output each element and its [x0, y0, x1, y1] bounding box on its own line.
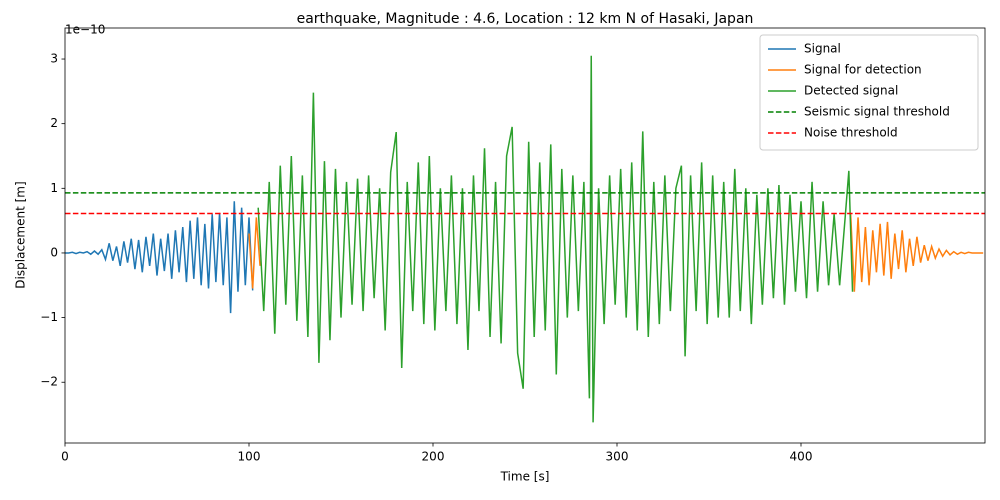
- y-tick-label: −2: [40, 375, 58, 389]
- legend-label: Noise threshold: [804, 126, 898, 140]
- legend-label: Seismic signal threshold: [804, 105, 950, 119]
- legend-label: Signal: [804, 42, 841, 56]
- series-line: [248, 214, 984, 292]
- x-tick-label: 100: [238, 450, 261, 464]
- legend-label: Detected signal: [804, 84, 898, 98]
- y-offset-label: 1e−10: [65, 23, 105, 37]
- x-tick-label: 400: [790, 450, 813, 464]
- plot-frame: [64, 27, 986, 444]
- y-axis-label: Displacement [m]: [14, 181, 28, 288]
- chart-title: earthquake, Magnitude : 4.6, Location : …: [297, 11, 754, 27]
- x-tick-label: 200: [422, 450, 445, 464]
- x-tick-label: 0: [61, 450, 69, 464]
- legend-box: [759, 34, 979, 151]
- series-line: [257, 55, 854, 423]
- y-tick-label: 0: [50, 245, 58, 259]
- y-tick-label: 2: [50, 116, 58, 130]
- y-tick-label: 1: [50, 181, 58, 195]
- legend-label: Signal for detection: [804, 63, 922, 77]
- y-tick-label: −1: [40, 310, 58, 324]
- y-tick-label: 3: [50, 52, 58, 66]
- plot-area: [65, 55, 985, 423]
- series-line: [65, 201, 254, 314]
- x-tick-label: 300: [606, 450, 629, 464]
- x-axis-label: Time [s]: [500, 470, 550, 484]
